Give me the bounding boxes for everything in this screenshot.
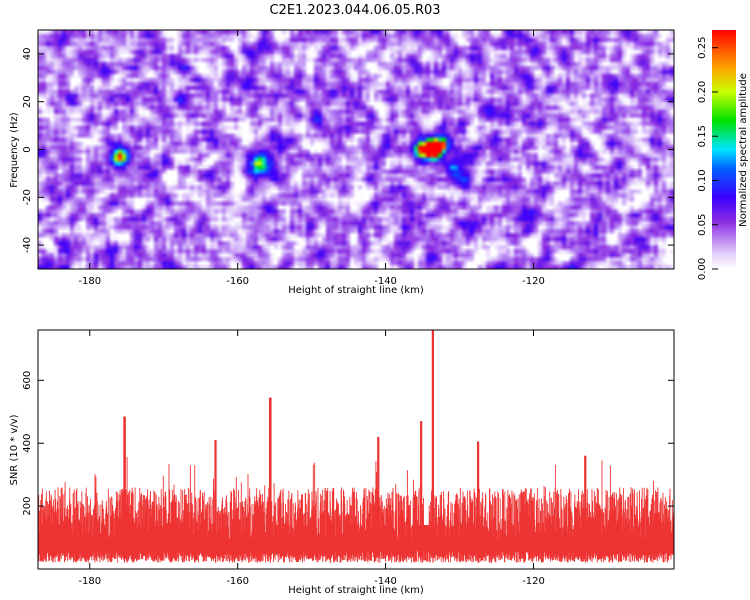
colorbar-gradient [712, 30, 736, 269]
snr-y-label: SNR (10 * v/v) [9, 414, 20, 485]
x-tick-label: -120 [522, 276, 545, 287]
spectrogram-x-ticks: -180 -160 -140 -120 [78, 30, 545, 287]
colorbar-ticks: 0.00 0.05 0.10 0.15 0.20 0.25 [697, 37, 718, 280]
snr-trace [37, 330, 675, 563]
x-tick-label: -140 [374, 576, 397, 587]
colorbar-tick-label: 0.00 [697, 258, 708, 280]
colorbar-label: Normalized spectral amplitude [738, 73, 749, 227]
y-tick-label: 600 [22, 371, 33, 390]
colorbar-tick-label: 0.05 [697, 214, 708, 236]
x-tick-label: -180 [78, 576, 101, 587]
colorbar-tick-label: 0.15 [697, 125, 708, 147]
x-tick-label: -160 [226, 576, 249, 587]
y-tick-label: 40 [22, 48, 33, 61]
snr-panel: -180 -160 -140 -120 200 400 600 Height of str… [9, 329, 675, 596]
spectrogram-x-label: Height of straight line (km) [288, 285, 424, 296]
colorbar-tick-label: 0.25 [697, 37, 708, 59]
spectrogram-panel: -180 -160 -140 -120 -40 -20 0 20 40 Height of s… [9, 29, 675, 296]
x-tick-label: -180 [78, 276, 101, 287]
x-tick-label: -140 [374, 276, 397, 287]
spectrogram-y-label: Frequency (Hz) [9, 112, 20, 188]
colorbar: 0.00 0.05 0.10 0.15 0.20 0.25 Normalized spec… [697, 30, 749, 280]
colorbar-tick-label: 0.10 [697, 169, 708, 191]
spectrogram-heatmap [38, 30, 674, 269]
x-tick-label: -160 [226, 276, 249, 287]
y-tick-label: 0 [22, 146, 33, 152]
y-tick-label: 200 [22, 497, 33, 516]
snr-x-ticks: -180 -160 -140 -120 [78, 330, 545, 587]
snr-frame [37, 329, 675, 570]
snr-y-ticks: 200 400 600 [22, 371, 674, 516]
y-tick-label: -40 [22, 237, 33, 253]
spectrogram-image [38, 30, 674, 269]
y-tick-label: -20 [22, 189, 33, 205]
snr-series [37, 330, 675, 563]
y-tick-label: 20 [22, 95, 33, 108]
snr-x-label: Height of straight line (km) [288, 585, 424, 596]
colorbar-tick-label: 0.20 [697, 81, 708, 103]
y-tick-label: 400 [22, 434, 33, 453]
spectrogram-y-ticks: -40 -20 0 20 40 [22, 48, 674, 253]
x-tick-label: -120 [522, 576, 545, 587]
chart-title: C2E1.2023.044.06.05.R03 [269, 3, 440, 18]
